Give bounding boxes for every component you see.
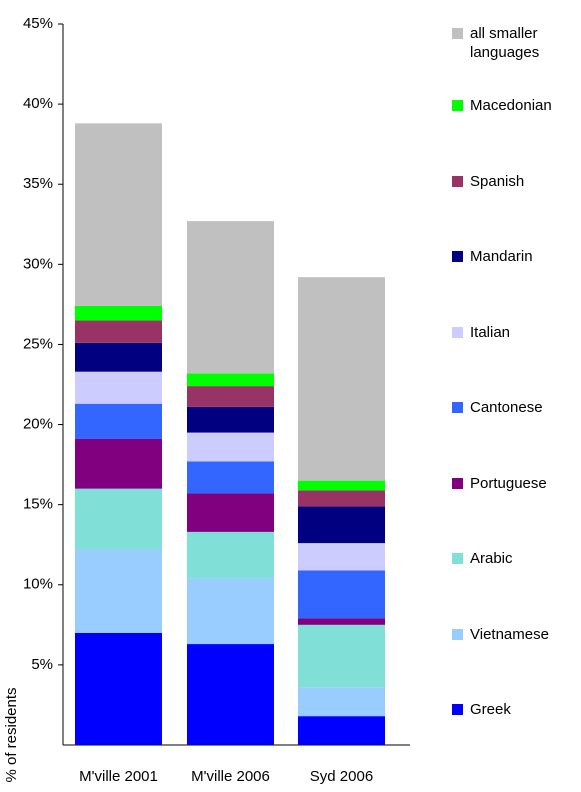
- bar-segment: [298, 506, 385, 544]
- x-tick-label: M'ville 2006: [191, 768, 270, 785]
- legend-label: Macedonian: [470, 97, 552, 114]
- bar-segment: [298, 570, 385, 619]
- legend-label: Cantonese: [470, 399, 543, 416]
- bar-segment: [187, 493, 274, 532]
- legend-swatch: [452, 553, 463, 564]
- legend-label: Vietnamese: [470, 625, 549, 643]
- bar-segment: [298, 277, 385, 481]
- bar-segment: [75, 305, 162, 321]
- bar-segment: [75, 632, 162, 745]
- legend-label: Arabic: [470, 550, 513, 567]
- bar-segment: [298, 618, 385, 625]
- legend-label: Portuguese: [470, 474, 547, 492]
- legend-swatch: [452, 477, 463, 489]
- bar-segment: [187, 406, 274, 433]
- bar-segment: [187, 373, 274, 387]
- bar-segment: [75, 320, 162, 343]
- bar-segment: [187, 432, 274, 462]
- legend-swatch: [452, 100, 463, 111]
- bar-segment: [187, 531, 274, 579]
- bar-segment: [298, 543, 385, 571]
- bar-segment: [298, 687, 385, 717]
- y-tick-label: 5%: [31, 656, 53, 673]
- legend-swatch: [452, 251, 463, 262]
- y-tick-label: 40%: [23, 95, 53, 112]
- bar-segment: [75, 438, 162, 489]
- y-tick-label: 25%: [23, 335, 53, 352]
- bar-segment: [75, 371, 162, 404]
- bar-segment: [187, 578, 274, 645]
- legend-label: Greek: [470, 701, 511, 718]
- legend-label: all smaller languages: [470, 25, 540, 61]
- y-tick-label: 20%: [23, 416, 53, 433]
- legend-swatch: [452, 704, 463, 715]
- bar-segment: [75, 123, 162, 306]
- bar-segment: [298, 490, 385, 507]
- legend-label: Mandarin: [470, 248, 533, 265]
- bar-segment: [187, 461, 274, 494]
- bar-segment: [187, 386, 274, 407]
- y-tick-label: 10%: [23, 576, 53, 593]
- x-tick-label: M'ville 2001: [79, 768, 158, 785]
- legend-label: Spanish: [470, 172, 525, 190]
- bar-segment: [75, 403, 162, 439]
- legend-swatch: [452, 628, 463, 640]
- y-tick-label: 35%: [23, 175, 53, 192]
- y-axis-label: % of residents: [3, 687, 20, 782]
- legend-swatch: [452, 326, 463, 338]
- legend-label: Italian: [470, 323, 511, 341]
- y-tick-label: 45%: [23, 15, 53, 32]
- bar-segment: [298, 716, 385, 745]
- legend-swatch: [452, 28, 463, 39]
- bar-segment: [187, 644, 274, 745]
- bar-segment: [298, 480, 385, 491]
- legend-swatch: [452, 175, 463, 187]
- bar-segment: [298, 624, 385, 688]
- y-tick-label: 30%: [23, 255, 53, 272]
- bar-segment: [187, 221, 274, 374]
- bar-segment: [75, 342, 162, 372]
- y-tick-label: 15%: [23, 496, 53, 513]
- legend-swatch: [452, 402, 463, 413]
- bar-segment: [75, 549, 162, 633]
- x-tick-label: Syd 2006: [310, 768, 373, 785]
- bar-segment: [75, 488, 162, 550]
